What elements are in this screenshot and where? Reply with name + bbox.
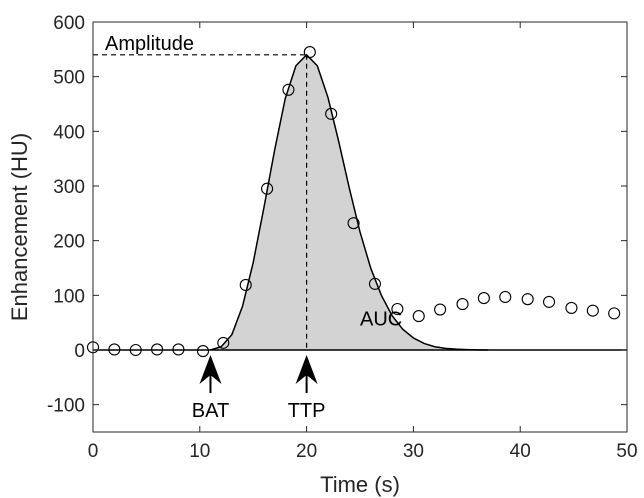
data-point (434, 303, 447, 316)
y-tick-label: -100 (47, 396, 85, 417)
y-tick-label: 300 (53, 177, 85, 198)
data-point (608, 307, 621, 320)
fit-curve (210, 53, 489, 351)
data-point (565, 301, 578, 314)
data-point (521, 293, 534, 306)
auc-label: AUC (360, 308, 402, 330)
x-tick-label: 40 (510, 441, 531, 462)
x-tick-label: 50 (616, 441, 637, 462)
data-point (347, 217, 360, 230)
data-point (108, 343, 121, 356)
y-axis-title: Enhancement (HU) (7, 133, 32, 321)
data-point (368, 277, 382, 290)
ttp-label: TTP (288, 400, 326, 422)
data-point (586, 304, 599, 317)
y-tick-label: 600 (53, 13, 85, 34)
data-point (499, 290, 512, 304)
data-point (325, 107, 338, 120)
y-tick-label: 0 (74, 341, 85, 362)
data-point (239, 278, 252, 292)
data-point (261, 182, 274, 195)
data-point (456, 298, 469, 311)
x-tick-label: 0 (88, 441, 99, 462)
y-tick-label: 100 (53, 286, 85, 307)
data-point (303, 46, 316, 59)
data-point (172, 343, 185, 356)
data-point (129, 343, 142, 357)
data-point (282, 83, 295, 96)
bat-label: BAT (192, 400, 229, 422)
x-axis-title: Time (s) (320, 472, 400, 497)
x-tick-label: 20 (296, 441, 317, 462)
amplitude-label: Amplitude (105, 33, 194, 55)
plot-area (93, 22, 627, 432)
data-point (217, 336, 230, 349)
axes-box (92, 21, 628, 433)
data-point (542, 295, 556, 308)
data-point (477, 292, 490, 305)
x-tick-label: 30 (403, 441, 424, 462)
data-point (196, 345, 210, 358)
data-point (151, 343, 164, 356)
y-tick-label: 400 (53, 122, 85, 143)
y-tick-label: 500 (53, 68, 85, 89)
data-point (391, 302, 404, 316)
auc-area (210, 54, 489, 351)
y-tick-label: 200 (53, 232, 85, 253)
data-point (412, 310, 425, 323)
x-tick-label: 10 (189, 441, 210, 462)
bat-arrow (199, 355, 222, 384)
ttp-arrow (295, 355, 318, 384)
